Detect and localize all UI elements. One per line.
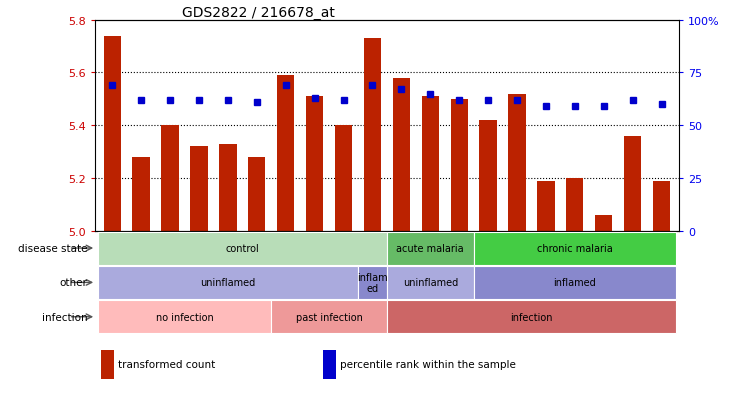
Bar [422,97,439,231]
Bar [104,36,121,231]
Bar [480,121,496,231]
Text: disease state: disease state [18,243,88,254]
Text: inflamed: inflamed [553,278,596,288]
Bar [566,179,583,231]
Bar [323,351,336,379]
Bar [474,266,676,299]
Bar [653,181,670,231]
Bar [248,158,266,231]
Bar [277,76,294,231]
Bar [98,266,358,299]
Text: no infection: no infection [155,312,213,322]
Bar [474,232,676,265]
Bar [537,181,555,231]
Text: control: control [226,243,259,254]
Bar [387,266,474,299]
Bar [161,126,179,231]
Bar [358,266,387,299]
Bar [101,351,114,379]
Text: other: other [60,278,88,288]
Bar [364,39,381,231]
Bar [98,232,387,265]
Bar [387,301,676,333]
Text: past infection: past infection [296,312,363,322]
Text: GDS2822 / 216678_at: GDS2822 / 216678_at [182,6,335,20]
Bar [624,136,642,231]
Bar [450,100,468,231]
Bar [132,158,150,231]
Bar [335,126,352,231]
Bar [595,216,612,231]
Text: infection: infection [42,312,88,322]
Bar [393,78,410,231]
Bar [272,301,387,333]
Text: uninflamed: uninflamed [403,278,458,288]
Bar [508,95,526,231]
Bar [219,145,237,231]
Bar [191,147,207,231]
Text: acute malaria: acute malaria [396,243,464,254]
Text: inflam
ed: inflam ed [357,272,388,294]
Text: transformed count: transformed count [118,359,215,369]
Bar [98,301,272,333]
Text: percentile rank within the sample: percentile rank within the sample [340,359,516,369]
Text: infection: infection [510,312,553,322]
Bar [387,232,474,265]
Bar [306,97,323,231]
Text: uninflamed: uninflamed [200,278,255,288]
Text: chronic malaria: chronic malaria [537,243,612,254]
